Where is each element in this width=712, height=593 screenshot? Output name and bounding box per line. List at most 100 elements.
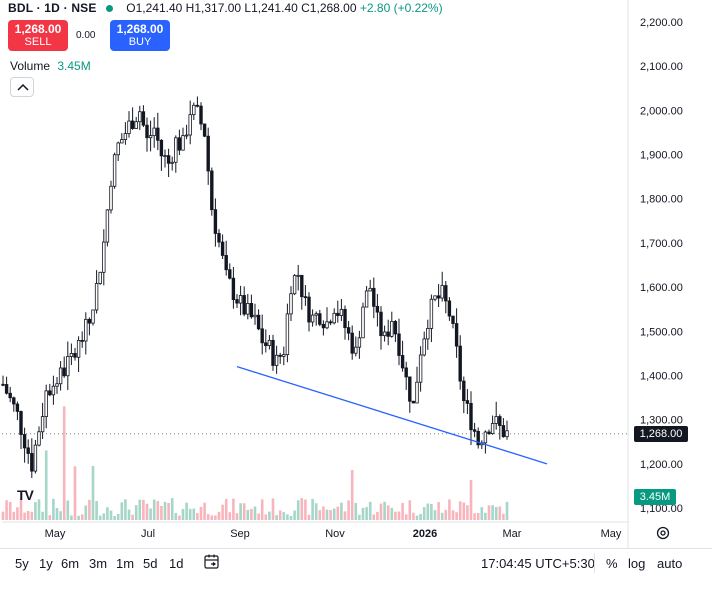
candle-body bbox=[310, 314, 315, 323]
volume-bar bbox=[376, 511, 379, 520]
buy-button[interactable]: 1,268.00 BUY bbox=[110, 20, 170, 51]
candle-body bbox=[368, 287, 372, 292]
candle-body bbox=[138, 111, 142, 123]
candle-body bbox=[170, 161, 174, 164]
volume-bar bbox=[419, 513, 422, 520]
volume-bar bbox=[304, 499, 307, 520]
timeframe-1d[interactable]: 1d bbox=[169, 556, 184, 571]
candle-body bbox=[76, 339, 81, 358]
candle-body bbox=[202, 123, 207, 137]
candle-body bbox=[476, 430, 480, 446]
volume-bar bbox=[210, 515, 214, 520]
volume-bar bbox=[271, 498, 275, 520]
volume-bar bbox=[224, 498, 228, 520]
volume-bar bbox=[185, 502, 188, 520]
volume-bar bbox=[62, 406, 66, 520]
candle-body bbox=[91, 309, 95, 324]
volume-bar bbox=[26, 510, 30, 520]
candle-body bbox=[192, 104, 196, 116]
ohlc-readout: O1,241.40 H1,317.00 L1,241.40 C1,268.00 … bbox=[126, 1, 442, 15]
volume-bar bbox=[235, 513, 239, 520]
candle-body bbox=[292, 275, 297, 295]
candle-body bbox=[66, 356, 70, 377]
timeframe-1m[interactable]: 1m bbox=[116, 556, 135, 571]
candle-body bbox=[415, 381, 419, 404]
candle-body bbox=[112, 154, 117, 187]
candle-body bbox=[231, 277, 236, 300]
volume-bar bbox=[505, 501, 509, 520]
volume-bar bbox=[59, 511, 62, 520]
volume-bar bbox=[350, 470, 354, 520]
volume-bar bbox=[1, 511, 5, 520]
candle-body bbox=[33, 444, 38, 472]
candle-body bbox=[62, 367, 66, 377]
clock-readout[interactable]: 17:04:45 UTC+5:30 bbox=[481, 556, 595, 571]
candle-body bbox=[69, 353, 74, 357]
sell-button[interactable]: 1,268.00 SELL bbox=[8, 20, 68, 51]
volume-bar bbox=[343, 511, 347, 520]
gear-icon[interactable] bbox=[655, 525, 671, 541]
tradingview-logo[interactable]: TV bbox=[17, 487, 34, 503]
candle-body bbox=[339, 308, 344, 316]
candle-body bbox=[357, 337, 362, 348]
candle-body bbox=[382, 331, 387, 337]
volume-bar bbox=[116, 514, 120, 520]
candle-body bbox=[188, 114, 192, 136]
volume-bar bbox=[386, 505, 390, 520]
candle-body bbox=[174, 137, 178, 163]
volume-bar bbox=[163, 501, 167, 520]
volume-bar bbox=[268, 511, 271, 520]
candle-body bbox=[249, 303, 254, 318]
candle-body bbox=[490, 423, 495, 434]
y-tick-label: 1,900.00 bbox=[640, 150, 683, 162]
volume-label: Volume bbox=[10, 59, 51, 73]
calendar-icon[interactable] bbox=[203, 553, 221, 571]
volume-bar bbox=[192, 508, 196, 520]
candle-body bbox=[123, 133, 128, 140]
volume-bar bbox=[426, 503, 430, 520]
volume-bar bbox=[286, 514, 289, 520]
candle-body bbox=[242, 295, 246, 315]
volume-bar bbox=[314, 503, 318, 520]
volume-bar bbox=[156, 501, 160, 520]
x-tick-label: Mar bbox=[503, 528, 522, 540]
volume-bar bbox=[437, 502, 440, 520]
candle-body bbox=[184, 134, 189, 137]
symbol-label[interactable]: BDL · 1D · NSE bbox=[8, 1, 97, 15]
volume-bar bbox=[329, 510, 332, 520]
candle-body bbox=[429, 298, 434, 329]
percent-toggle[interactable]: % bbox=[606, 556, 618, 571]
volume-bar bbox=[170, 498, 174, 520]
candle-body bbox=[278, 354, 282, 357]
volume-bar bbox=[354, 502, 358, 520]
candle-body bbox=[152, 127, 156, 136]
log-toggle[interactable]: log bbox=[628, 556, 646, 571]
timeframe-6m[interactable]: 6m bbox=[61, 556, 80, 571]
timeframe-1y[interactable]: 1y bbox=[39, 556, 53, 571]
timeframe-5y[interactable]: 5y bbox=[15, 556, 29, 571]
candle-body bbox=[289, 293, 293, 315]
bottom-toolbar bbox=[0, 548, 712, 579]
candle-body bbox=[22, 434, 27, 449]
auto-toggle[interactable]: auto bbox=[657, 556, 683, 571]
collapse-legend-button[interactable] bbox=[10, 77, 34, 97]
timeframe-5d[interactable]: 5d bbox=[143, 556, 158, 571]
candle-body bbox=[361, 306, 365, 339]
volume-bar bbox=[296, 500, 300, 520]
volume-bar bbox=[196, 513, 199, 520]
volume-bar bbox=[289, 515, 293, 520]
candle-body bbox=[206, 135, 210, 172]
candle-body bbox=[134, 121, 138, 129]
volume-bar bbox=[494, 506, 498, 520]
spread-value: 0.00 bbox=[76, 30, 96, 41]
volume-bar bbox=[174, 512, 178, 520]
timeframe-3m[interactable]: 3m bbox=[89, 556, 108, 571]
volume-bar bbox=[383, 501, 386, 520]
volume-bar bbox=[307, 514, 311, 520]
candle-body bbox=[426, 328, 430, 340]
symbol-header: BDL · 1D · NSE O1,241.40 H1,317.00 L1,24… bbox=[8, 1, 443, 15]
low-value: L1,241.40 bbox=[244, 1, 298, 15]
volume-bar bbox=[37, 499, 41, 520]
volume-bar bbox=[48, 515, 52, 520]
